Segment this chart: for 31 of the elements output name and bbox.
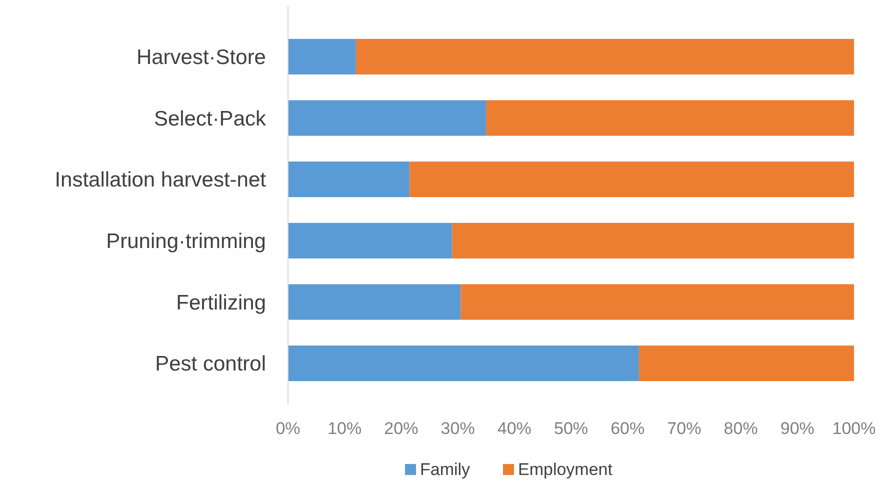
bar (460, 284, 854, 320)
x-tick-label: 20% (384, 419, 418, 438)
legend-label: Employment (518, 460, 613, 479)
bar (288, 100, 486, 136)
bar (486, 100, 854, 136)
x-tick-label: 90% (780, 419, 814, 438)
bar (288, 346, 639, 382)
x-tick-label: 80% (724, 419, 758, 438)
bar (356, 38, 854, 74)
y-tick-label: Installation harvest-net (54, 168, 266, 192)
legend-label: Family (420, 460, 471, 479)
bar (410, 162, 854, 198)
bar (288, 162, 410, 198)
y-tick-label: Harvest·Store (136, 46, 266, 70)
y-tick-label: Fertilizing (176, 291, 266, 314)
x-tick-label: 100% (832, 419, 876, 438)
x-tick-label: 30% (440, 419, 475, 438)
x-tick-label: 10% (328, 419, 362, 438)
x-tick-label: 40% (497, 419, 532, 438)
x-tick-label: 0% (276, 419, 300, 438)
y-tick-label: Pest control (155, 352, 266, 376)
x-tick-label: 50% (554, 419, 588, 438)
x-tick-label: 70% (667, 419, 702, 438)
x-tick-label: 60% (610, 419, 645, 438)
bar (452, 222, 854, 258)
bar (288, 284, 461, 320)
y-tick-label: Select·Pack (154, 107, 266, 130)
y-tick-label: Pruning·trimming (106, 230, 266, 254)
bar (638, 346, 854, 382)
bar (288, 38, 356, 74)
bar (288, 222, 452, 258)
